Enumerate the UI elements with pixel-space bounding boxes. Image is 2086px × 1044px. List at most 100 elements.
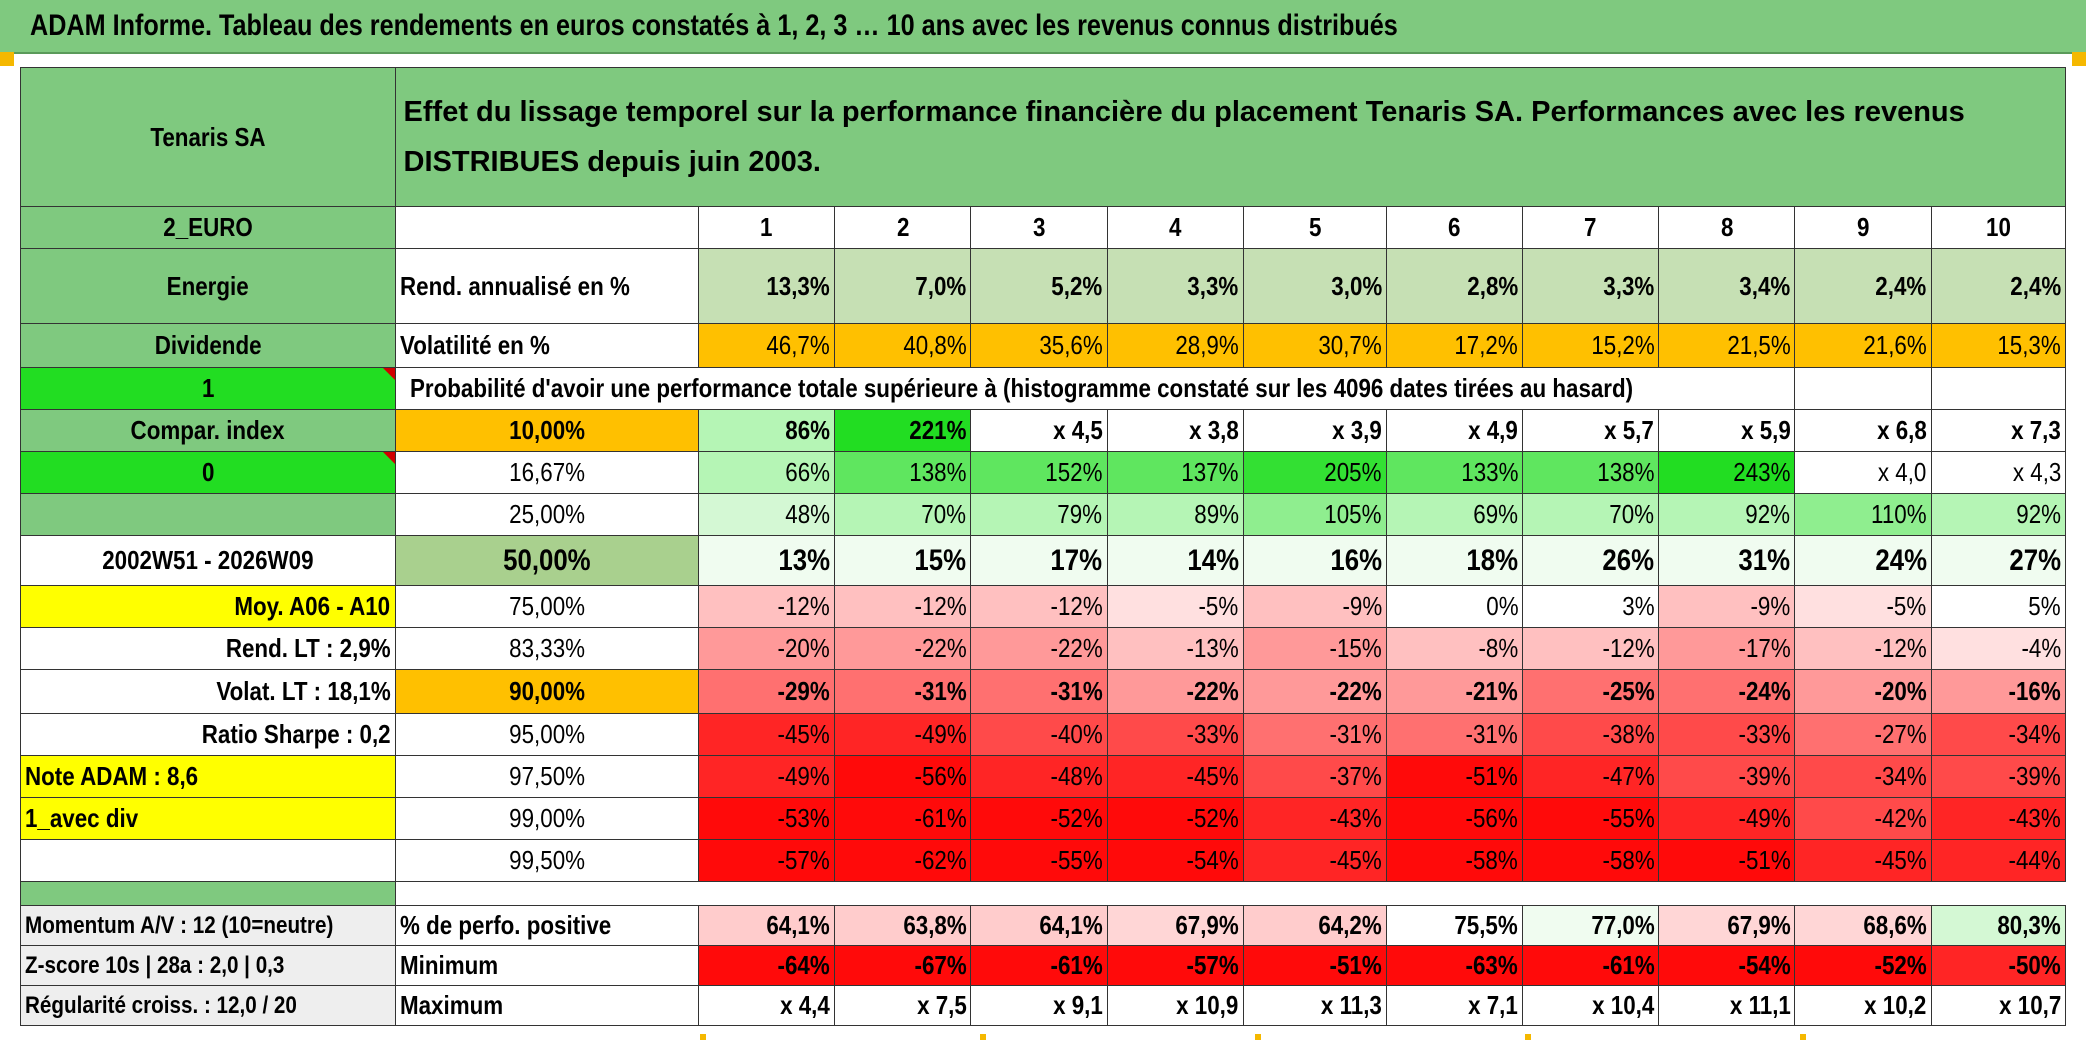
value-cell: x 10,4 xyxy=(1522,985,1660,1026)
left-info-cell: 1_avec div xyxy=(20,797,396,840)
marker-dot xyxy=(1525,1034,1531,1040)
value-cell: 3,3% xyxy=(1522,248,1660,324)
table-title: Effet du lissage temporel sur la perform… xyxy=(394,67,2067,207)
summary-info: Z-score 10s | 28a : 2,0 | 0,3 xyxy=(20,945,396,986)
percentile-row: Note ADAM : 8,6 97,50% -49% -56% -48% -45% -37… xyxy=(20,755,2067,798)
value-cell: -24% xyxy=(1658,669,1796,714)
value-cell: -57% xyxy=(697,839,836,882)
marker-dot xyxy=(1800,1034,1806,1040)
corner-marker xyxy=(0,52,14,66)
value-cell: 14% xyxy=(1106,535,1244,586)
percentile-label: 25,00% xyxy=(394,493,699,536)
value-cell: -40% xyxy=(970,713,1108,756)
value-cell: 3,3% xyxy=(1106,248,1244,324)
annual-return-label: Rend. annualisé en % xyxy=(394,248,699,324)
corner-marker xyxy=(2072,52,2086,66)
value-cell: 110% xyxy=(1794,493,1932,536)
percentile-label: 16,67% xyxy=(394,451,699,494)
value-cell: -58% xyxy=(1385,839,1524,882)
value-cell: 40,8% xyxy=(834,323,972,368)
value-cell: -37% xyxy=(1242,755,1387,798)
value-cell: -45% xyxy=(1794,839,1932,882)
value-cell: -55% xyxy=(970,839,1108,882)
value-cell: -39% xyxy=(1930,755,2067,798)
value-cell: 2,4% xyxy=(1794,248,1932,324)
value-cell: 80,3% xyxy=(1930,905,2067,946)
value-cell: -45% xyxy=(1106,755,1244,798)
left-info-cell: Volat. LT : 18,1% xyxy=(20,669,396,714)
value-cell: -48% xyxy=(970,755,1108,798)
percentile-row: 99,50% -57% -62% -55% -54% -45% -58% -58% -51% -4… xyxy=(20,839,2067,882)
percentile-row: Compar. index 10,00% 86% 221% x 4,5 x 3,8 x 3,… xyxy=(20,409,2067,452)
left-info-cell: Moy. A06 - A10 xyxy=(20,585,396,628)
value-cell: x 9,1 xyxy=(970,985,1108,1026)
summary-row: Régularité croiss. : 12,0 / 20 Maximum x 4… xyxy=(20,985,2067,1026)
value-cell: 30,7% xyxy=(1242,323,1387,368)
value-cell: -39% xyxy=(1658,755,1796,798)
value-cell: 17% xyxy=(970,535,1108,586)
value-cell: -54% xyxy=(1658,945,1796,986)
value-cell: 64,1% xyxy=(970,905,1108,946)
value-cell: x 4,4 xyxy=(697,985,836,1026)
annual-return-row: Energie Rend. annualisé en % 13,3% 7,0% 5,… xyxy=(20,248,2067,324)
value-cell: -21% xyxy=(1385,669,1524,714)
value-cell: 221% xyxy=(834,409,972,452)
value-cell: 21,6% xyxy=(1794,323,1932,368)
value-cell: -25% xyxy=(1522,669,1660,714)
value-cell: -31% xyxy=(970,669,1108,714)
value-cell: 79% xyxy=(970,493,1108,536)
value-cell: 16% xyxy=(1242,535,1387,586)
percentile-label: 90,00% xyxy=(394,669,699,714)
value-cell: 35,6% xyxy=(970,323,1108,368)
value-cell: -57% xyxy=(1106,945,1244,986)
value-cell: -17% xyxy=(1658,627,1796,670)
company-name: Tenaris SA xyxy=(20,67,396,207)
value-cell: 77,0% xyxy=(1522,905,1660,946)
percentile-row: 0 16,67% 66% 138% 152% 137% 205% 133% 138% 243% x … xyxy=(20,451,2067,494)
percentile-row: Ratio Sharpe : 0,2 95,00% -45% -49% -40% -33%… xyxy=(20,713,2067,756)
percentile-row: Moy. A06 - A10 75,00% -12% -12% -12% -5% -9% 0%… xyxy=(20,585,2067,628)
value-cell: -50% xyxy=(1930,945,2067,986)
percentile-label: 75,00% xyxy=(394,585,699,628)
left-info-cell: Ratio Sharpe : 0,2 xyxy=(20,713,396,756)
value-cell: x 10,2 xyxy=(1794,985,1932,1026)
summary-label: Maximum xyxy=(394,985,699,1026)
value-cell: 13% xyxy=(697,535,836,586)
marker-dot xyxy=(980,1034,986,1040)
value-cell: 21,5% xyxy=(1658,323,1796,368)
value-cell: -27% xyxy=(1794,713,1932,756)
report-title-bar: ADAM Informe. Tableau des rendements en … xyxy=(0,0,2086,54)
value-cell: x 4,3 xyxy=(1930,451,2067,494)
volatility-label: Volatilité en % xyxy=(394,323,699,368)
value-cell: -15% xyxy=(1242,627,1387,670)
value-cell: -20% xyxy=(697,627,836,670)
value-cell: x 10,7 xyxy=(1930,985,2067,1026)
left-info-cell: Rend. LT : 2,9% xyxy=(20,627,396,670)
year-header: 1 xyxy=(697,206,836,249)
summary-label: % de perfo. positive xyxy=(394,905,699,946)
value-cell: x 11,3 xyxy=(1242,985,1387,1026)
value-cell: -38% xyxy=(1522,713,1660,756)
value-cell: -12% xyxy=(1522,627,1660,670)
value-cell: -61% xyxy=(834,797,972,840)
value-cell: 18% xyxy=(1385,535,1524,586)
summary-info: Momentum A/V : 12 (10=neutre) xyxy=(20,905,396,946)
report-title: ADAM Informe. Tableau des rendements en … xyxy=(30,9,1398,42)
value-cell: x 3,8 xyxy=(1106,409,1244,452)
marker-dot xyxy=(700,1034,706,1040)
year-header: 9 xyxy=(1794,206,1932,249)
value-cell: 92% xyxy=(1658,493,1796,536)
value-cell: 67,9% xyxy=(1106,905,1244,946)
value-cell: 3,4% xyxy=(1658,248,1796,324)
year-header: 5 xyxy=(1242,206,1387,249)
value-cell: -56% xyxy=(1385,797,1524,840)
value-cell: 69% xyxy=(1385,493,1524,536)
marker-dot xyxy=(1255,1034,1261,1040)
value-cell: 15% xyxy=(834,535,972,586)
value-cell: -49% xyxy=(697,755,836,798)
value-cell: x 7,3 xyxy=(1930,409,2067,452)
value-cell: 26% xyxy=(1522,535,1660,586)
value-cell: -12% xyxy=(834,585,972,628)
year-header: 6 xyxy=(1385,206,1524,249)
percentile-row: 2002W51 - 2026W09 50,00% 13% 15% 17% 14% 16% 18… xyxy=(20,535,2067,586)
